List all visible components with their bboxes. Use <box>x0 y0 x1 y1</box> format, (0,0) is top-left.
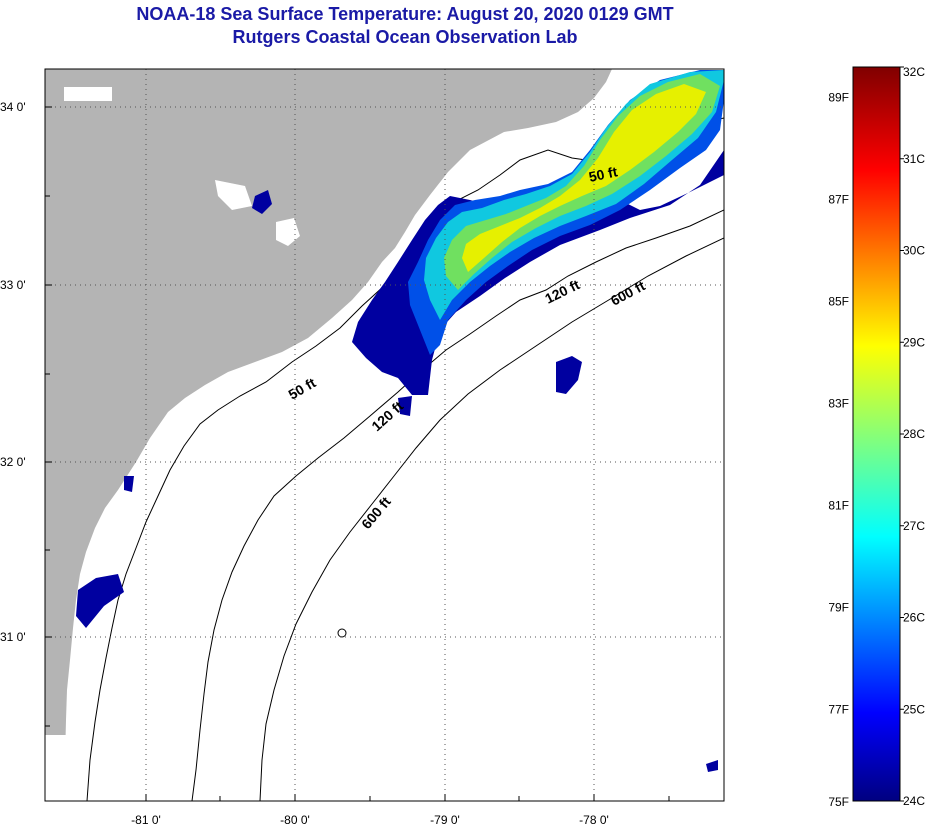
colorbar-label-fahrenheit: 79F <box>828 600 849 614</box>
colorbar-label-fahrenheit: 83F <box>828 396 849 410</box>
colorbar-label-celsius: 25C <box>903 702 925 716</box>
sst-patch <box>124 476 134 492</box>
colorbar-label-celsius: 31C <box>903 152 925 166</box>
cloud-patch <box>276 218 300 246</box>
sst-patch <box>398 396 412 416</box>
colorbar-label-fahrenheit: 89F <box>828 91 849 105</box>
contour-600ft <box>259 237 724 801</box>
land-mass <box>45 69 612 801</box>
colorbar-label-celsius: 28C <box>903 427 925 441</box>
colorbar-label-celsius: 32C <box>903 65 925 79</box>
lon-label: -81 0' <box>131 813 161 827</box>
cloud-patch <box>45 735 73 801</box>
cloud-patch <box>64 87 112 101</box>
map-frame <box>44 68 725 802</box>
title-line-1: NOAA-18 Sea Surface Temperature: August … <box>136 4 674 24</box>
colorbar-label-celsius: 30C <box>903 244 925 258</box>
map-layers <box>45 69 724 801</box>
title-line-2: Rutgers Coastal Ocean Observation Lab <box>232 27 578 47</box>
lat-label: 33 0' <box>0 278 26 292</box>
colorbar-label-celsius: 26C <box>903 611 925 625</box>
colorbar-label-fahrenheit: 81F <box>828 498 849 512</box>
contour-50ft <box>86 117 724 801</box>
colorbar-label-celsius: 24C <box>903 794 925 808</box>
colorbar-label-celsius: 27C <box>903 519 925 533</box>
contour-120ft <box>191 209 724 801</box>
sst-dark-blue <box>352 150 724 395</box>
colorbar-label-fahrenheit: 75F <box>828 795 849 809</box>
axis-ticks <box>45 106 670 801</box>
lat-label: 32 0' <box>0 455 26 469</box>
sst-patch <box>76 574 124 628</box>
lon-label: -80 0' <box>280 813 310 827</box>
sst-patch <box>706 760 718 772</box>
contour-label: 50 ft <box>587 163 619 185</box>
colorbar-label-fahrenheit: 87F <box>828 193 849 207</box>
sst-patch <box>252 190 272 214</box>
colorbar-label-fahrenheit: 77F <box>828 702 849 716</box>
lat-label: 34 0' <box>0 100 26 114</box>
cloud-patch <box>215 180 252 210</box>
graticule <box>45 69 724 801</box>
colorbar-gradient <box>852 66 901 802</box>
lat-label: 31 0' <box>0 630 26 644</box>
contour-seamount <box>337 628 347 638</box>
sst-yellow <box>462 84 706 272</box>
sst-patch <box>556 356 582 394</box>
lon-label: -79 0' <box>430 813 460 827</box>
lon-label: -78 0' <box>579 813 609 827</box>
colorbar-label-celsius: 29C <box>903 335 925 349</box>
colorbar-label-fahrenheit: 85F <box>828 294 849 308</box>
